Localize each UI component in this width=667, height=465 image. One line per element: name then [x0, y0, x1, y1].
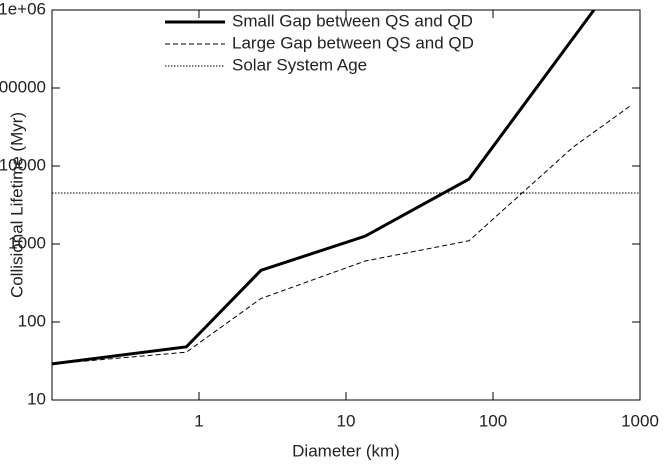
y-tick-label: 10 [27, 389, 46, 408]
x-tick-label: 10 [337, 411, 356, 430]
legend-label: Solar System Age [232, 55, 367, 74]
x-tick-label: 1000 [621, 411, 659, 430]
x-tick-label: 1 [194, 411, 203, 430]
data-line [52, 104, 632, 365]
legend-label: Small Gap between QS and QD [232, 11, 473, 30]
y-axis-title: Collisional Lifetime (Myr) [7, 112, 26, 298]
x-tick-label: 100 [479, 411, 507, 430]
y-tick-label: 10000 [0, 155, 46, 174]
y-tick-label: 1e+06 [0, 0, 46, 18]
legend-label: Large Gap between QS and QD [232, 33, 474, 52]
y-tick-label: 100 [18, 311, 46, 330]
x-axis-title: Diameter (km) [292, 441, 400, 460]
data-line [52, 10, 596, 366]
y-tick-label: 1000 [8, 233, 46, 252]
